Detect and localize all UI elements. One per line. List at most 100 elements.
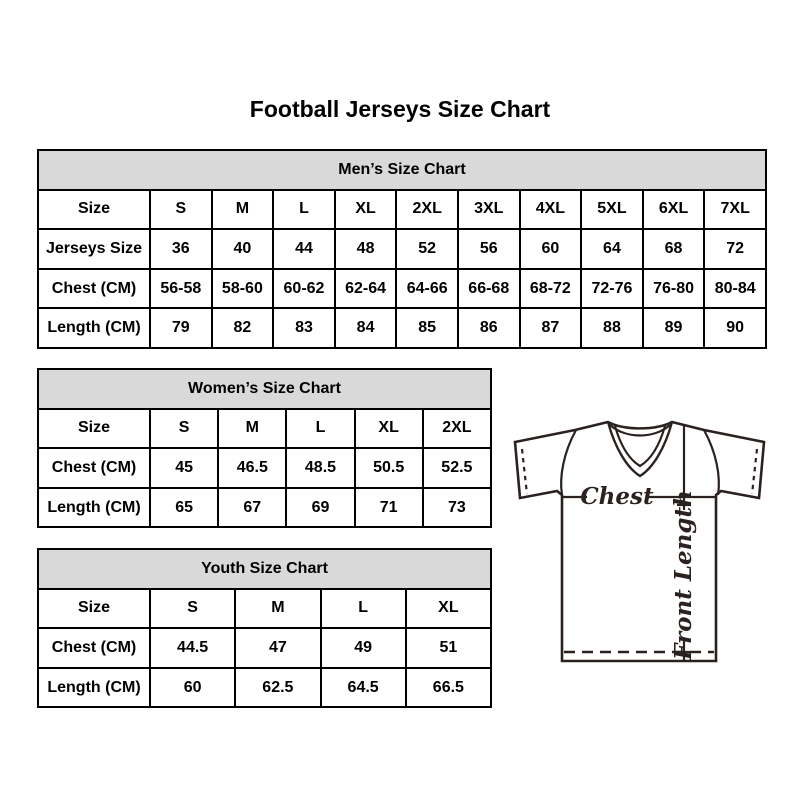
table-cell: 56-58 bbox=[149, 267, 213, 310]
mens-table-header: Men’s Size Chart bbox=[37, 149, 767, 191]
table-row: Chest (CM) 56-58 58-60 60-62 62-64 64-66… bbox=[37, 267, 767, 310]
table-cell: 64-66 bbox=[395, 267, 459, 310]
table-cell: 90 bbox=[703, 307, 767, 349]
vneck-outer-line bbox=[606, 421, 674, 478]
table-cell: 60 bbox=[518, 228, 583, 270]
table-cell: 66.5 bbox=[404, 666, 493, 709]
table-cell: 87 bbox=[518, 307, 583, 349]
table-cell: 72 bbox=[703, 228, 767, 270]
table-cell: 36 bbox=[149, 228, 213, 270]
row-label: Chest (CM) bbox=[37, 267, 151, 310]
table-cell: S bbox=[148, 407, 220, 450]
table-cell: 44 bbox=[272, 228, 336, 270]
table-cell: 58-60 bbox=[210, 267, 275, 310]
row-label: Size bbox=[37, 188, 151, 231]
table-cell: 72-76 bbox=[580, 267, 644, 310]
left-cuff-dashed-line bbox=[520, 448, 529, 495]
row-label: Size bbox=[37, 587, 151, 630]
womens-table-header: Women’s Size Chart bbox=[37, 368, 492, 410]
table-cell: 84 bbox=[333, 307, 398, 349]
table-cell: 79 bbox=[149, 307, 213, 349]
table-cell: 52 bbox=[395, 228, 459, 270]
vneck-inner-line bbox=[613, 425, 667, 468]
table-cell: M bbox=[210, 188, 275, 231]
jersey-measurement-diagram: Chest Front Length bbox=[513, 420, 766, 663]
table-cell: 49 bbox=[319, 627, 407, 669]
table-cell: 7XL bbox=[703, 188, 767, 231]
table-cell: 68-72 bbox=[518, 267, 583, 310]
table-cell: 80-84 bbox=[703, 267, 767, 310]
mens-size-table: Men’s Size Chart Size S M L XL 2XL 3XL 4… bbox=[37, 149, 767, 349]
table-cell: 68 bbox=[641, 228, 706, 270]
front-length-label-backplate bbox=[671, 510, 697, 640]
table-cell: 76-80 bbox=[641, 267, 706, 310]
table-cell: 64 bbox=[580, 228, 644, 270]
table-cell: 2XL bbox=[421, 407, 493, 450]
table-cell: 65 bbox=[148, 486, 220, 529]
table-cell: 52.5 bbox=[421, 447, 493, 489]
right-armhole-seam bbox=[703, 429, 720, 496]
table-cell: XL bbox=[333, 188, 398, 231]
table-header-row: Youth Size Chart bbox=[37, 548, 492, 590]
table-cell: 66-68 bbox=[456, 267, 521, 310]
table-cell: 40 bbox=[210, 228, 275, 270]
table-row: Chest (CM) 44.5 47 49 51 bbox=[37, 627, 493, 669]
table-cell: 67 bbox=[217, 486, 288, 529]
youth-size-table: Youth Size Chart Size S M L XL Chest (CM… bbox=[37, 548, 493, 709]
table-cell: M bbox=[234, 587, 322, 630]
table-cell: 45 bbox=[148, 447, 220, 489]
table-cell: 82 bbox=[210, 307, 275, 349]
table-cell: 89 bbox=[641, 307, 706, 349]
row-label: Chest (CM) bbox=[37, 447, 151, 489]
table-cell: 60 bbox=[148, 666, 237, 709]
table-row: Length (CM) 60 62.5 64.5 66.5 bbox=[37, 666, 493, 709]
table-cell: 50.5 bbox=[353, 447, 424, 489]
table-cell: 69 bbox=[285, 486, 356, 529]
row-label: Jerseys Size bbox=[37, 228, 151, 270]
right-cuff-dashed-line bbox=[750, 448, 759, 495]
table-cell: L bbox=[285, 407, 356, 450]
table-cell: 85 bbox=[395, 307, 459, 349]
table-cell: 2XL bbox=[395, 188, 459, 231]
table-cell: 44.5 bbox=[148, 627, 237, 669]
womens-size-table: Women’s Size Chart Size S M L XL 2XL Che… bbox=[37, 368, 493, 529]
table-cell: XL bbox=[404, 587, 493, 630]
table-cell: 88 bbox=[580, 307, 644, 349]
table-cell: 83 bbox=[272, 307, 336, 349]
chest-label: Chest bbox=[580, 483, 654, 510]
table-row: Length (CM) 65 67 69 71 73 bbox=[37, 486, 493, 529]
table-row: Size S M L XL 2XL bbox=[37, 407, 493, 450]
table-row: Size S M L XL 2XL 3XL 4XL 5XL 6XL 7XL bbox=[37, 188, 767, 231]
table-cell: 60-62 bbox=[272, 267, 336, 310]
chest-label-backplate bbox=[587, 485, 647, 509]
table-cell: 6XL bbox=[641, 188, 706, 231]
row-label: Chest (CM) bbox=[37, 627, 151, 669]
table-cell: 56 bbox=[456, 228, 521, 270]
jersey-outline bbox=[513, 420, 766, 663]
left-armhole-seam bbox=[560, 429, 577, 496]
table-cell: 73 bbox=[421, 486, 493, 529]
row-label: Length (CM) bbox=[37, 666, 151, 709]
table-cell: 71 bbox=[353, 486, 424, 529]
front-length-label: Front Length bbox=[670, 490, 697, 661]
table-cell: 48.5 bbox=[285, 447, 356, 489]
table-cell: 4XL bbox=[518, 188, 583, 231]
page-title: Football Jerseys Size Chart bbox=[249, 96, 551, 122]
youth-table-header: Youth Size Chart bbox=[37, 548, 492, 590]
row-label: Length (CM) bbox=[37, 307, 151, 349]
table-cell: S bbox=[148, 587, 237, 630]
table-cell: L bbox=[272, 188, 336, 231]
table-cell: 46.5 bbox=[217, 447, 288, 489]
table-cell: 64.5 bbox=[319, 666, 407, 709]
table-cell: 48 bbox=[333, 228, 398, 270]
table-header-row: Men’s Size Chart bbox=[37, 149, 767, 191]
table-cell: 5XL bbox=[580, 188, 644, 231]
table-cell: L bbox=[319, 587, 407, 630]
table-cell: M bbox=[217, 407, 288, 450]
table-cell: XL bbox=[353, 407, 424, 450]
table-row: Jerseys Size 36 40 44 48 52 56 60 64 68 … bbox=[37, 228, 767, 270]
table-header-row: Women’s Size Chart bbox=[37, 368, 492, 410]
table-row: Chest (CM) 45 46.5 48.5 50.5 52.5 bbox=[37, 447, 493, 489]
table-cell: 47 bbox=[234, 627, 322, 669]
table-cell: 51 bbox=[404, 627, 493, 669]
